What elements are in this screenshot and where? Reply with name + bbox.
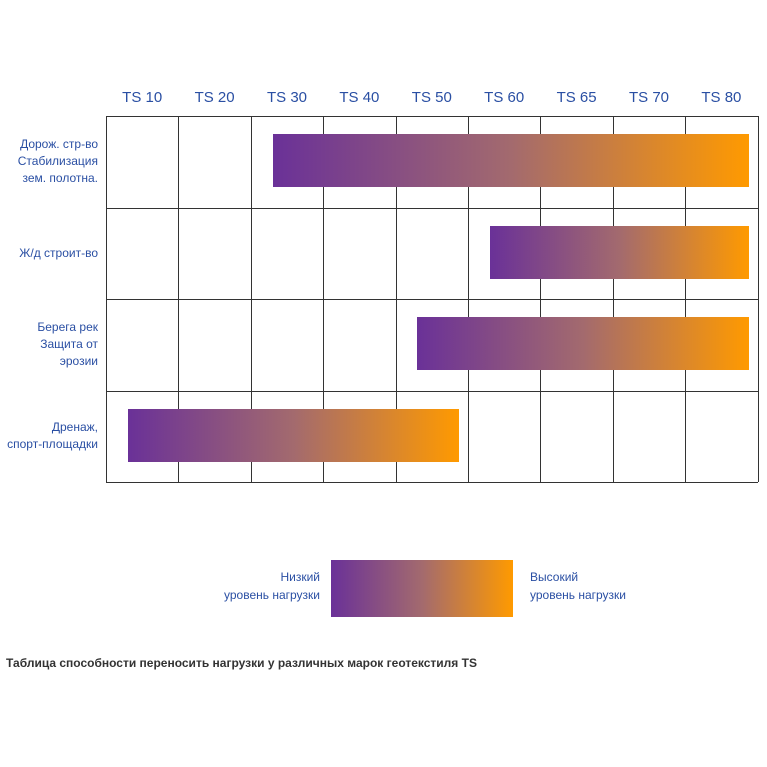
column-label: TS 70 (628, 89, 670, 106)
column-label: TS 60 (484, 89, 525, 106)
grid-hline (106, 116, 758, 117)
column-label: TS 40 (339, 89, 380, 106)
range-bar (417, 317, 749, 371)
column-label: TS 30 (266, 89, 308, 106)
column-label: TS 20 (194, 89, 235, 106)
column-label: TS 50 (411, 89, 452, 106)
column-label: TS 65 (556, 89, 597, 106)
row-label: Ж/д строит-во (19, 245, 98, 260)
column-label: TS 10 (122, 89, 163, 106)
row-label: Дорож. стр-во Стабилизация зем. полотна. (17, 137, 98, 186)
range-bar (272, 134, 749, 188)
grid-hline (106, 299, 758, 300)
grid-vline (757, 116, 759, 482)
column-label: TS 80 (701, 89, 742, 106)
row-label: Берега рек Защита от эрозии (37, 320, 98, 369)
legend-high-label: Высокий уровень нагрузки (530, 570, 627, 602)
range-bar (127, 408, 460, 462)
row-label: Дренаж, спорт-площадки (7, 420, 98, 452)
load-capacity-chart: TS 10 TS 20 TS 30 TS 40 TS 50 TS 60 TS 65 TS 70… (7, 89, 759, 483)
legend-gradient-swatch (331, 560, 513, 617)
range-bar (489, 225, 749, 279)
grid-hline (106, 482, 758, 483)
chart-caption: Таблица способности переносить нагрузки … (6, 656, 477, 670)
grid-hline (106, 207, 758, 209)
grid-hline (106, 390, 758, 392)
legend-low-label: Низкий уровень нагрузки (223, 570, 320, 602)
